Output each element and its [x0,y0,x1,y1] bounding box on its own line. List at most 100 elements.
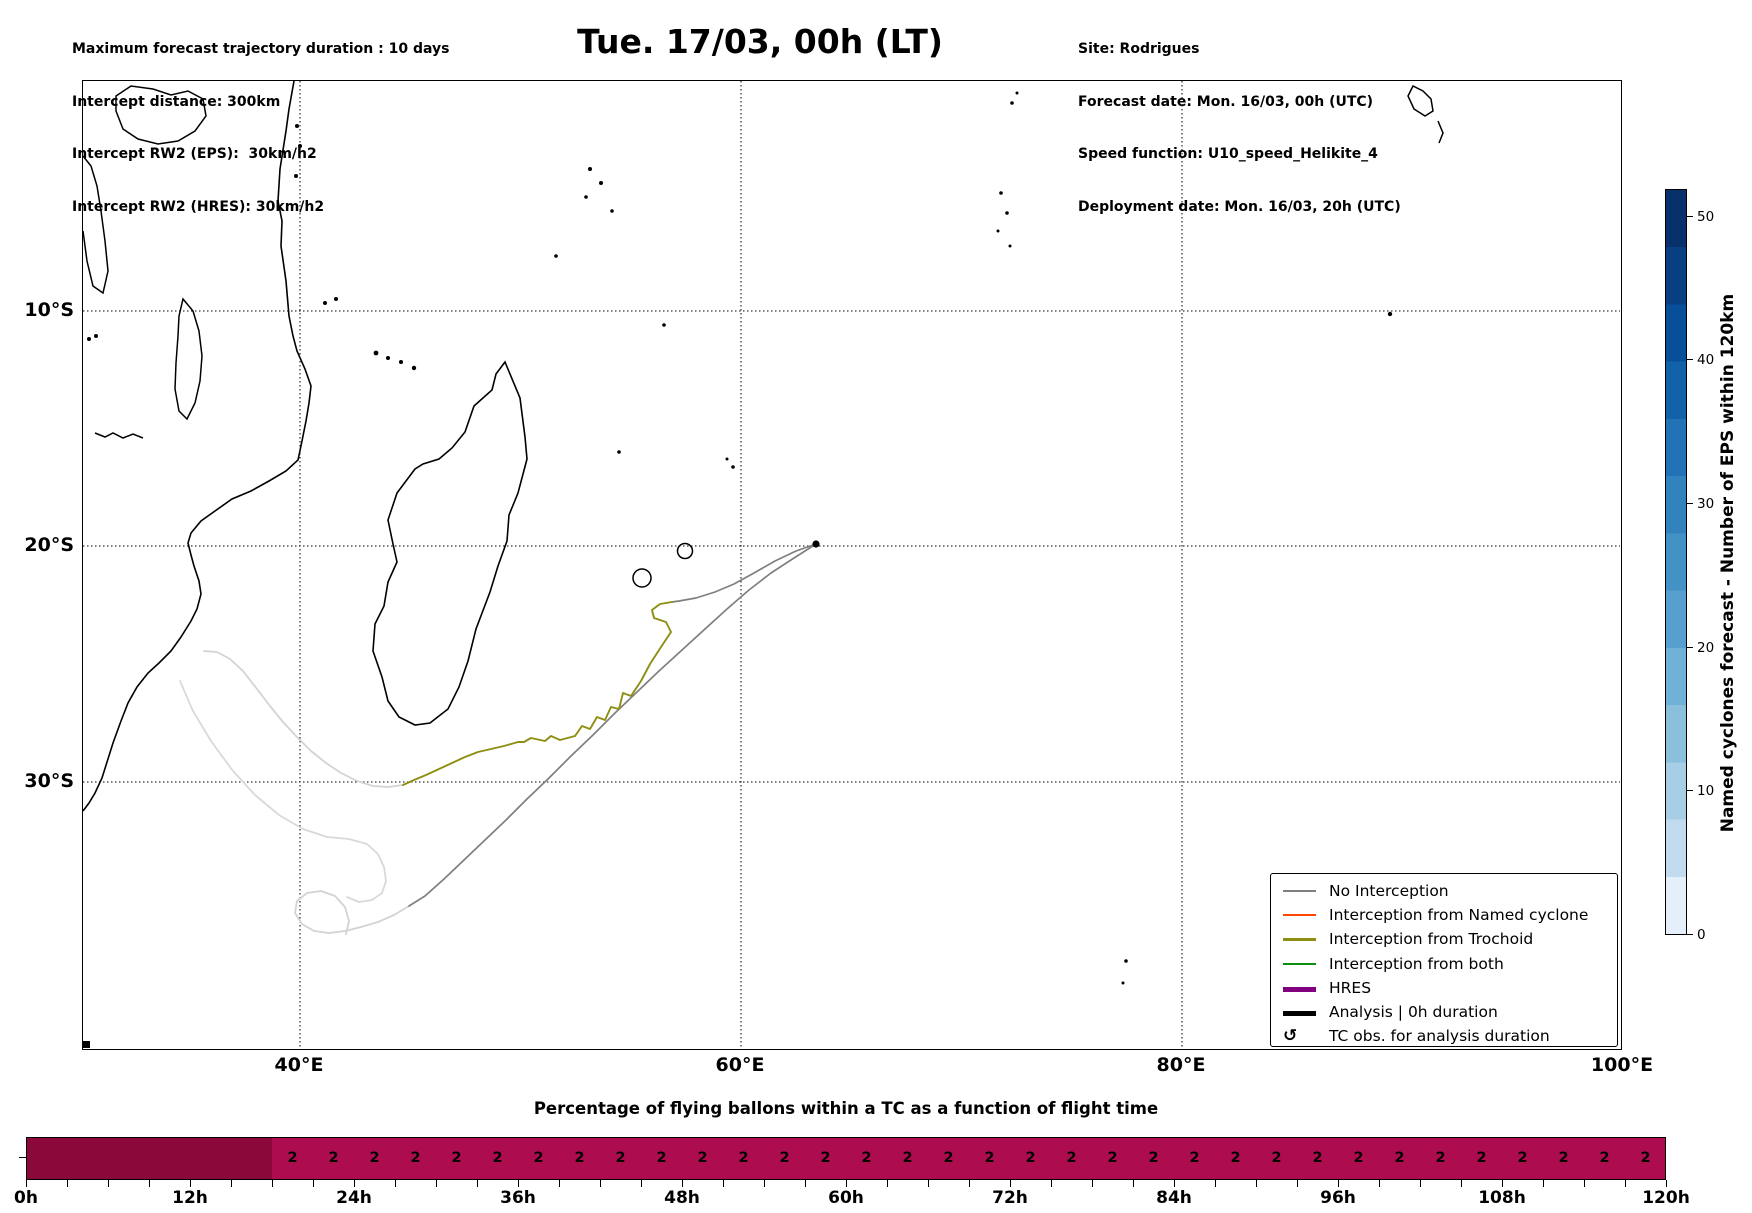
bar-value-label: 2 [1271,1150,1282,1166]
island-specks [83,91,1393,1048]
bar-axis-tick [518,1180,520,1187]
bar-value-label: 2 [1312,1150,1323,1166]
bar-axis-tick [1543,1180,1545,1187]
coastline-madagascar [372,360,528,726]
bar-value-label: 2 [1558,1150,1569,1166]
param-intercept-rw2-hres: Intercept RW2 (HRES): 30km/h2 [72,198,325,215]
legend-item-hres: HRES [1271,976,1617,1000]
island-mauritius [676,542,694,560]
info-forecast-date: Forecast date: Mon. 16/03, 00h (UTC) [1078,93,1374,110]
map-canvas [83,81,1620,1048]
bar-value-label: 2 [656,1150,667,1166]
lake-tanganyika [83,155,109,295]
island-outlines [632,84,1444,588]
legend-item-tc-obs: ↺ TC obs. for analysis duration [1283,1026,1550,1047]
hour-label-48: 48h [664,1188,700,1208]
purple-line-swatch [1283,986,1316,992]
trajectory-map [82,80,1622,1050]
bottom-chart-title: Percentage of flying ballons within a TC… [533,1099,1159,1118]
bar-axis-tick [1420,1180,1422,1187]
bar-axis-tick [1502,1180,1504,1187]
gray-line-swatch [1283,890,1316,893]
trajectory-faded-tail-1 [294,890,410,935]
legend-item-both: Interception from both [1271,952,1617,976]
xtick-100e: 100°E [1590,1054,1654,1076]
island-top-right-1 [1407,84,1434,117]
param-max-duration: Maximum forecast trajectory duration : 1… [72,41,450,57]
ytick-20s: 20°S [24,534,74,556]
bar-value-label: 2 [820,1150,831,1166]
trajectories [179,540,820,935]
olive-line-swatch [1283,938,1316,941]
info-site: Site: Rodrigues [1078,41,1200,57]
bar-axis-tick [149,1180,151,1187]
coastline-africa [83,81,312,812]
colorbar-tick-label-30: 30 [1697,496,1715,512]
legend-item-trochoid: Interception from Trochoid [1271,927,1617,951]
bar-axis-tick [764,1180,766,1187]
bar-axis-tick [190,1180,192,1187]
colorbar-tick [1687,934,1693,936]
bar-value-label: 2 [1476,1150,1487,1166]
bar-value-label: 2 [861,1150,872,1166]
legend-item-analysis: Analysis | 0h duration [1271,1000,1617,1024]
bar-value-label: 2 [410,1150,421,1166]
bar-axis-tick [1338,1180,1340,1187]
bar-axis-tick [1666,1180,1668,1187]
colorbar-tick-label-10: 10 [1697,783,1715,799]
bar-axis-tick [1256,1180,1258,1187]
hour-label-60: 60h [828,1188,864,1208]
bar-axis-tick [1133,1180,1135,1187]
hour-label-108: 108h [1478,1188,1526,1208]
bar-value-label: 2 [902,1150,913,1166]
xtick-80e: 80°E [1156,1054,1206,1076]
legend-item-no-interception: No Interception [1271,879,1617,903]
hour-label-12: 12h [172,1188,208,1208]
bar-value-label: 2 [287,1150,298,1166]
bar-axis-tick [1625,1180,1627,1187]
bar-value-label: 2 [1107,1150,1118,1166]
trajectory-no-interception [408,543,817,907]
colorbar-tick-label-50: 50 [1697,209,1715,225]
colorbar-axis-label: Named cyclones forecast - Number of EPS … [1718,293,1738,833]
lake-victoria [115,85,207,145]
bar-value-label: 2 [779,1150,790,1166]
xtick-60e: 60°E [715,1054,765,1076]
header-right-block: Site: Rodrigues Forecast date: Mon. 16/0… [1078,6,1401,234]
bar-axis-tick [231,1180,233,1187]
bar-axis-tick [108,1180,110,1187]
bar-axis-tick [887,1180,889,1187]
bar-value-label: 2 [1353,1150,1364,1166]
bar-value-label: 2 [1599,1150,1610,1166]
bar-value-label: 2 [1435,1150,1446,1166]
bar-axis-tick [1379,1180,1381,1187]
trajectory-faded-tail-2 [203,650,404,788]
bar-axis-tick [1010,1180,1012,1187]
bar-value-label: 2 [1640,1150,1651,1166]
bar-axis-tick [395,1180,397,1187]
rotate-ccw-icon: ↺ [1283,1026,1298,1047]
trajectory-lead-in [671,543,817,603]
bar-axis-tick [1297,1180,1299,1187]
bar-value-label: 2 [1394,1150,1405,1166]
colorbar-tick [1687,647,1693,649]
hour-label-72: 72h [992,1188,1028,1208]
bar-value-label: 2 [1148,1150,1159,1166]
bar-value-label: 2 [328,1150,339,1166]
bar-axis-tick [641,1180,643,1187]
deployment-site-dot [812,540,820,548]
colorbar-tick [1687,790,1693,792]
bar-frame [26,1137,1666,1180]
hour-label-36: 36h [500,1188,536,1208]
colorbar-tick-label-40: 40 [1697,352,1715,368]
bar-value-label: 2 [615,1150,626,1166]
bar-axis-tick [272,1180,274,1187]
bar-value-label: 2 [1066,1150,1077,1166]
bar-value-label: 2 [533,1150,544,1166]
bar-axis-tick [600,1180,602,1187]
page-title: Tue. 17/03, 00h (LT) [577,22,943,61]
legend-item-named-cyclone: Interception from Named cyclone [1271,903,1617,927]
bar-value-label: 2 [451,1150,462,1166]
bar-segment-light [272,1137,1666,1180]
bar-axis-tick [969,1180,971,1187]
